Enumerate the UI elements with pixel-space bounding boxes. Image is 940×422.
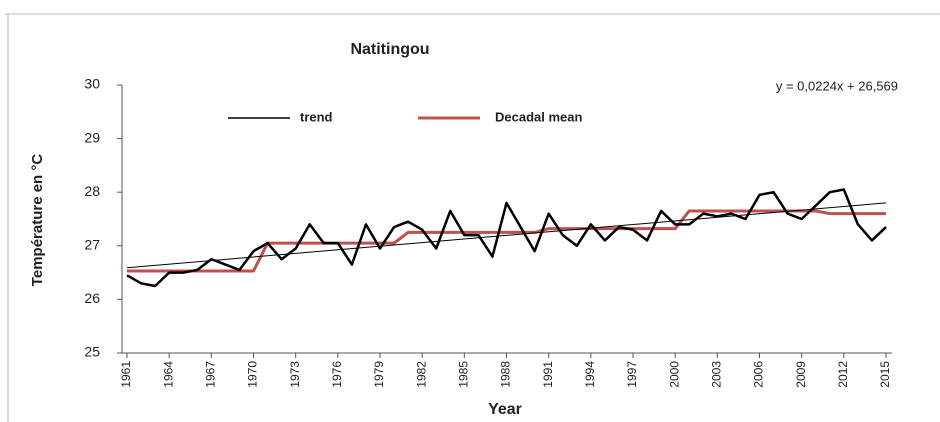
x-tick-label: 1967: [204, 361, 218, 388]
x-tick-label: 1976: [330, 361, 344, 388]
x-tick-label: 1964: [161, 361, 175, 388]
x-tick-label: 1961: [119, 361, 133, 388]
x-tick-label: 1997: [625, 361, 639, 388]
series-line: [126, 188, 887, 288]
legend-label: trend: [300, 109, 333, 124]
x-tick-label: 2000: [667, 361, 681, 388]
equation: y = 0,0224x + 26,569: [776, 78, 898, 93]
x-tick-label: 1991: [541, 361, 555, 388]
y-axis-label: Température en °C: [29, 154, 46, 287]
x-tick-label: 1982: [414, 361, 428, 388]
x-tick-label: 2006: [752, 361, 766, 388]
x-tick-label: 1979: [372, 361, 386, 388]
x-tick-label: 2015: [878, 361, 892, 388]
x-tick-label: 1985: [457, 361, 471, 388]
x-tick-label: 2009: [794, 361, 808, 388]
y-tick-label: 29: [84, 129, 100, 145]
x-tick-label: 1970: [246, 361, 260, 388]
x-tick-label: 1988: [499, 361, 513, 388]
series-line: [126, 202, 887, 269]
y-tick-label: 28: [84, 183, 100, 199]
x-tick-label: 2003: [710, 361, 724, 388]
x-tick-label: 1994: [583, 361, 597, 388]
x-tick-label: 2012: [836, 361, 850, 388]
y-tick-label: 27: [84, 237, 100, 253]
legend-label: Decadal mean: [495, 109, 582, 124]
x-tick-label: 1973: [288, 361, 302, 388]
y-tick-label: 30: [84, 76, 100, 92]
series-line: [127, 209, 886, 273]
x-axis-label: Year: [488, 401, 522, 418]
y-tick-label: 26: [84, 290, 100, 306]
chart-title: Natitingou: [350, 41, 429, 58]
y-tick-label: 25: [84, 344, 100, 360]
